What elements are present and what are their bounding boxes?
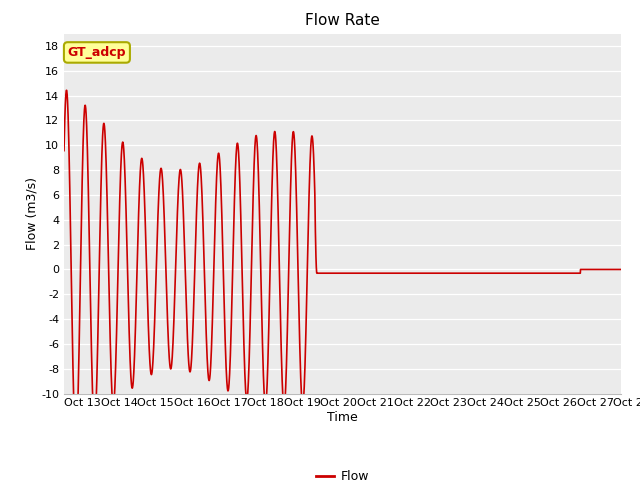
- Legend: Flow: Flow: [310, 465, 374, 480]
- Title: Flow Rate: Flow Rate: [305, 13, 380, 28]
- X-axis label: Time: Time: [327, 411, 358, 424]
- Text: GT_adcp: GT_adcp: [68, 46, 126, 59]
- Y-axis label: Flow (m3/s): Flow (m3/s): [26, 177, 38, 250]
